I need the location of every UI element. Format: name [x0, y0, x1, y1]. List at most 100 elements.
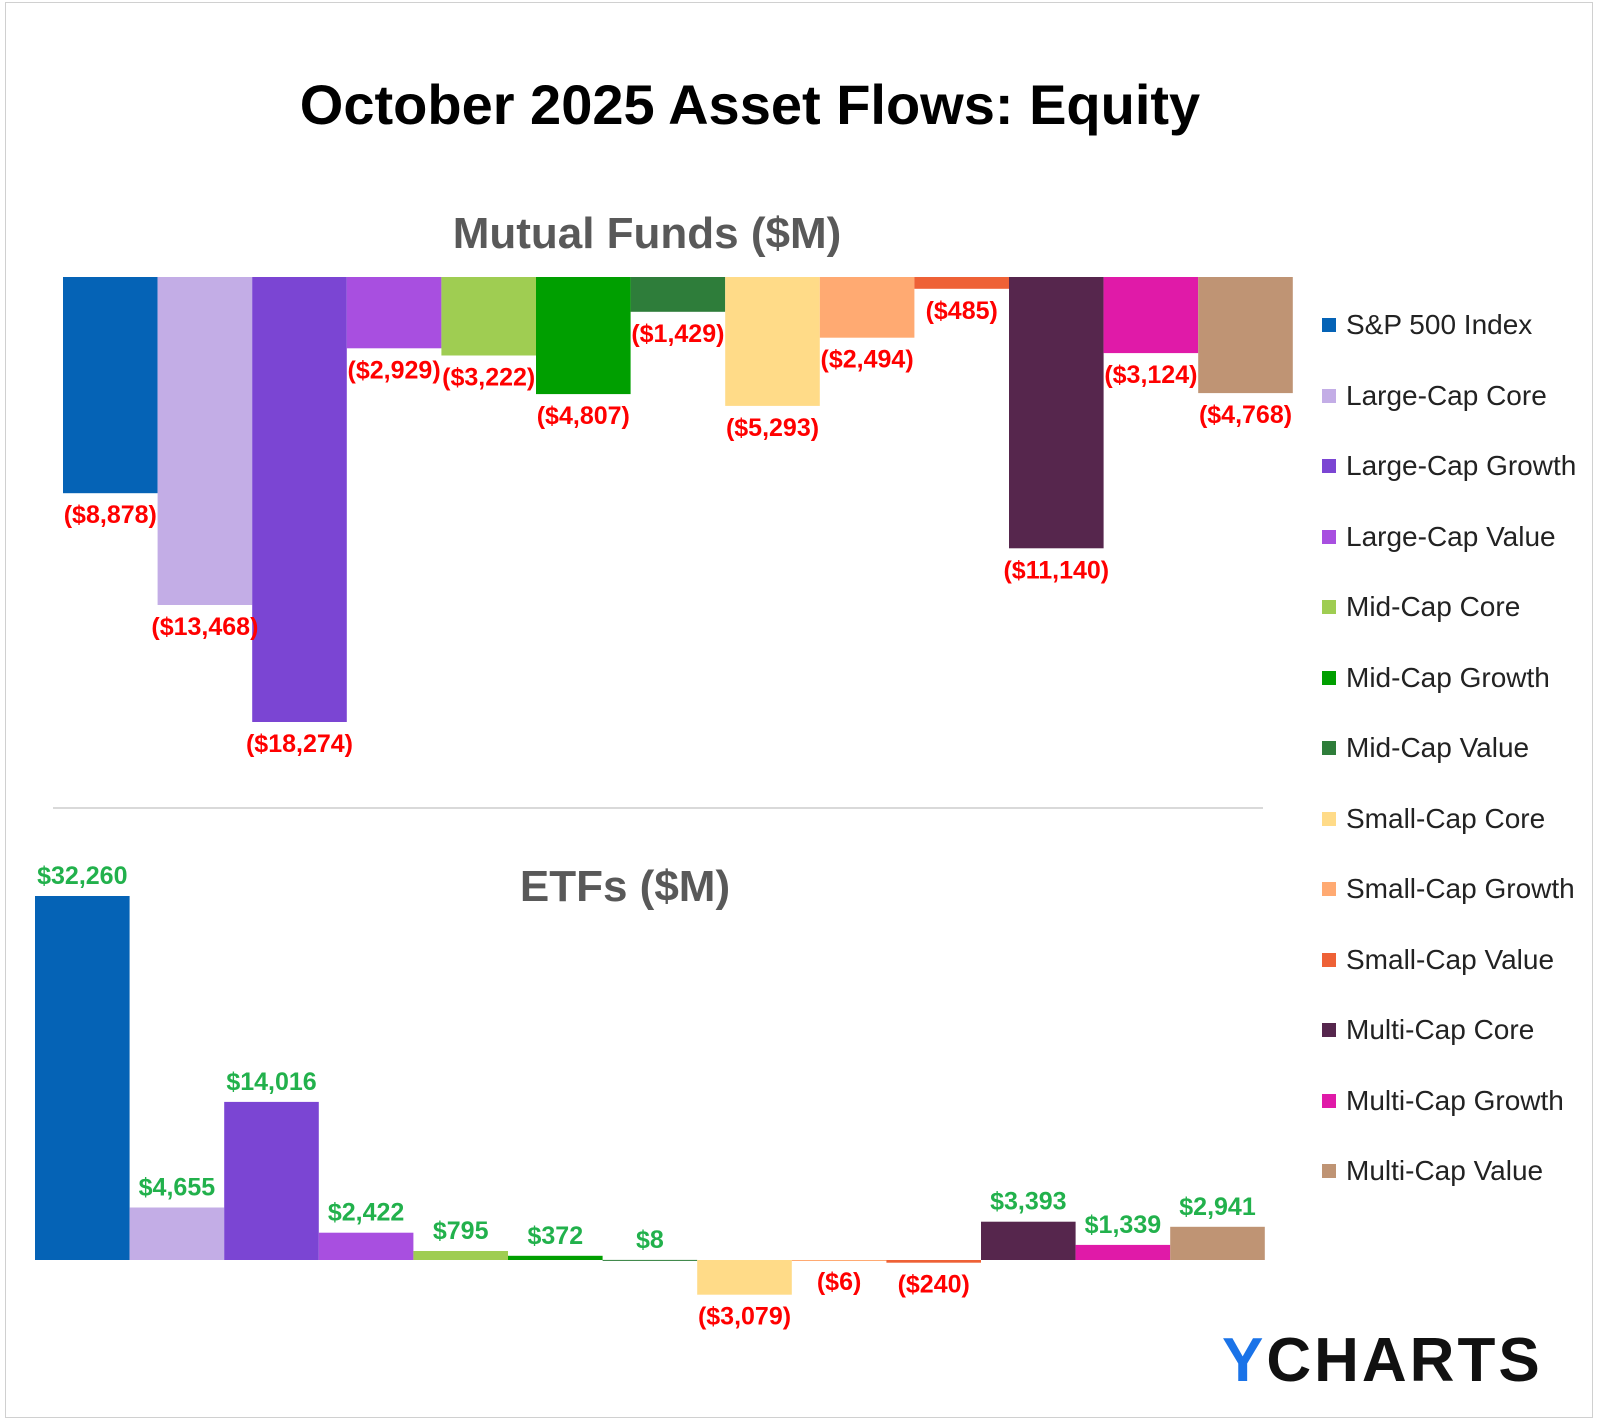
legend-label: Multi-Cap Core: [1346, 1014, 1535, 1046]
legend-label: Large-Cap Growth: [1346, 450, 1577, 482]
mf-bar-mid-cap-core: [441, 277, 536, 356]
etf-label-large-cap-growth: $14,016: [226, 1068, 316, 1096]
legend-label: Small-Cap Growth: [1346, 873, 1575, 905]
legend-swatch: [1322, 318, 1336, 333]
legend-item-large-cap-growth: Large-Cap Growth: [1322, 431, 1592, 502]
etf-label-multi-cap-value: $2,941: [1179, 1193, 1256, 1221]
mf-label-multi-cap-growth: ($3,124): [1104, 361, 1197, 389]
etf-label-multi-cap-growth: $1,339: [1085, 1211, 1161, 1239]
etf-label-small-cap-growth: ($6): [817, 1268, 861, 1296]
legend-item-large-cap-value: Large-Cap Value: [1322, 502, 1592, 573]
mf-bar-large-cap-growth: [252, 277, 347, 722]
mf-label-mid-cap-growth: ($4,807): [537, 402, 630, 430]
legend-item-multi-cap-core: Multi-Cap Core: [1322, 995, 1592, 1066]
etf-bar-multi-cap-value: [1170, 1226, 1265, 1260]
legend-item-mid-cap-growth: Mid-Cap Growth: [1322, 643, 1592, 714]
mf-label-small-cap-value: ($485): [926, 297, 998, 325]
mf-label-small-cap-growth: ($2,494): [821, 346, 914, 374]
mf-bar-small-cap-value: [914, 277, 1009, 289]
legend-item-sp-500-index: S&P 500 Index: [1322, 290, 1592, 361]
mf-label-large-cap-value: ($2,929): [348, 356, 441, 384]
legend-item-multi-cap-growth: Multi-Cap Growth: [1322, 1066, 1592, 1137]
legend-swatch: [1322, 529, 1336, 544]
legend-item-small-cap-core: Small-Cap Core: [1322, 784, 1592, 855]
etf-bar-small-cap-growth: [791, 1260, 887, 1261]
etf-bar-multi-cap-growth: [1075, 1244, 1171, 1260]
legend-label: Multi-Cap Value: [1346, 1155, 1544, 1187]
legend-swatch: [1322, 388, 1336, 403]
mutual-funds-title: Mutual Funds ($M): [453, 209, 842, 258]
legend-item-multi-cap-value: Multi-Cap Value: [1322, 1136, 1592, 1207]
legend-swatch: [1322, 741, 1336, 756]
etf-label-small-cap-core: ($3,079): [698, 1303, 791, 1331]
legend-item-large-cap-core: Large-Cap Core: [1322, 361, 1592, 432]
legend-label: Small-Cap Core: [1346, 802, 1546, 834]
legend-item-small-cap-growth: Small-Cap Growth: [1322, 854, 1592, 925]
legend-label: Large-Cap Core: [1346, 379, 1547, 411]
legend-swatch: [1322, 811, 1336, 826]
legend-swatch: [1322, 670, 1336, 685]
etf-bar-multi-cap-core: [981, 1221, 1076, 1260]
etf-bar-small-cap-core: [697, 1260, 792, 1295]
legend-swatch: [1322, 1093, 1336, 1108]
etf-label-small-cap-value: ($240): [898, 1271, 970, 1299]
etf-bar-large-cap-core: [129, 1207, 225, 1260]
etf-label-large-cap-core: $4,655: [139, 1174, 216, 1202]
mf-label-large-cap-growth: ($18,274): [246, 730, 353, 758]
etf-label-mid-cap-growth: $372: [527, 1222, 583, 1250]
mf-bar-multi-cap-value: [1198, 277, 1293, 394]
etf-label-multi-cap-core: $3,393: [990, 1188, 1066, 1216]
legend-swatch: [1322, 1023, 1336, 1038]
chart-frame: [5, 2, 1593, 1418]
mf-bar-large-cap-value: [346, 277, 442, 349]
mf-label-large-cap-core: ($13,468): [151, 613, 258, 641]
mf-label-sp-500-index: ($8,878): [64, 501, 157, 529]
mutual-funds-chart: Mutual Funds ($M) ($8,878) ($13,468) ($18,…: [63, 209, 1293, 758]
legend-swatch: [1322, 600, 1336, 615]
legend-swatch: [1322, 459, 1336, 474]
legend-item-small-cap-value: Small-Cap Value: [1322, 925, 1592, 996]
legend-label: Mid-Cap Core: [1346, 591, 1521, 623]
mf-label-mid-cap-value: ($1,429): [631, 320, 724, 348]
legend-swatch: [1322, 1164, 1336, 1179]
page-title: October 2025 Asset Flows: Equity: [299, 73, 1201, 136]
mf-bar-multi-cap-core: [1009, 277, 1104, 549]
mf-bar-small-cap-growth: [819, 277, 915, 338]
mf-bar-mid-cap-growth: [536, 277, 631, 395]
legend-label: Small-Cap Value: [1346, 943, 1555, 975]
legend-label: Multi-Cap Growth: [1346, 1084, 1564, 1116]
legend-swatch: [1322, 882, 1336, 897]
mf-label-mid-cap-core: ($3,222): [442, 364, 535, 392]
mf-bar-small-cap-core: [725, 277, 820, 406]
mf-label-multi-cap-core: ($11,140): [1003, 556, 1109, 584]
etf-label-sp-500-index: $32,260: [37, 862, 127, 890]
legend-label: Mid-Cap Value: [1346, 732, 1530, 764]
chart-legend: S&P 500 Index Large-Cap Core Large-Cap Gro…: [1322, 290, 1592, 1207]
etf-bar-mid-cap-growth: [508, 1255, 603, 1260]
etf-bar-large-cap-value: [318, 1232, 414, 1260]
etf-bar-small-cap-value: [886, 1260, 981, 1263]
legend-item-mid-cap-core: Mid-Cap Core: [1322, 572, 1592, 643]
etf-label-mid-cap-value: $8: [636, 1226, 664, 1254]
etfs-chart: ETFs ($M) $32,260 $4,655 $14,016 $2,422 $795…: [35, 862, 1265, 1331]
mf-bar-mid-cap-value: [630, 277, 726, 312]
etf-bar-mid-cap-value: [602, 1259, 698, 1261]
legend-item-mid-cap-value: Mid-Cap Value: [1322, 713, 1592, 784]
etfs-title: ETFs ($M): [520, 862, 730, 911]
legend-swatch: [1322, 952, 1336, 967]
legend-label: Large-Cap Value: [1346, 520, 1556, 552]
legend-label: Mid-Cap Growth: [1346, 661, 1550, 693]
legend-label: S&P 500 Index: [1346, 309, 1533, 341]
etf-label-large-cap-value: $2,422: [328, 1199, 404, 1227]
etf-bar-sp-500-index: [35, 896, 130, 1260]
etf-bar-mid-cap-core: [413, 1251, 508, 1260]
mf-bar-multi-cap-growth: [1103, 277, 1199, 354]
etf-bar-large-cap-growth: [224, 1101, 319, 1260]
mf-bar-large-cap-core: [157, 277, 253, 605]
mf-label-small-cap-core: ($5,293): [726, 414, 819, 442]
mf-label-multi-cap-value: ($4,768): [1199, 401, 1292, 429]
mf-bar-sp-500-index: [63, 277, 158, 494]
ycharts-logo: YCHARTS: [1222, 1326, 1543, 1395]
etf-label-mid-cap-core: $795: [433, 1217, 489, 1245]
